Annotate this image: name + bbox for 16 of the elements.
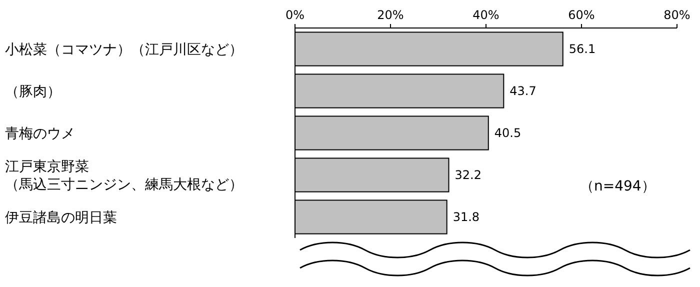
y-tick-label: 江戸東京野菜（馬込三寸ニンジン、練馬大根など） — [5, 159, 243, 193]
y-tick-label: （豚肉） — [5, 84, 61, 100]
x-tick-label: 60% — [568, 8, 595, 22]
y-tick-label: 伊豆諸島の明日葉 — [5, 210, 117, 226]
annotation: （n=494） — [580, 178, 656, 194]
data-label: 40.5 — [494, 126, 522, 140]
x-tick-label: 20% — [377, 8, 404, 22]
x-tick-label: 80% — [664, 8, 690, 22]
data-label: 43.7 — [510, 84, 536, 98]
x-tick-label: 0% — [285, 8, 305, 22]
y-tick-label: 青梅のウメ — [5, 126, 75, 142]
x-tick-label: 40% — [472, 8, 500, 22]
y-tick-label: 小松菜（コマツナ）（江戸川区など） — [5, 42, 243, 58]
data-label: 32.2 — [454, 168, 482, 182]
data-label: 31.8 — [452, 210, 480, 224]
data-label: 56.1 — [568, 42, 596, 56]
